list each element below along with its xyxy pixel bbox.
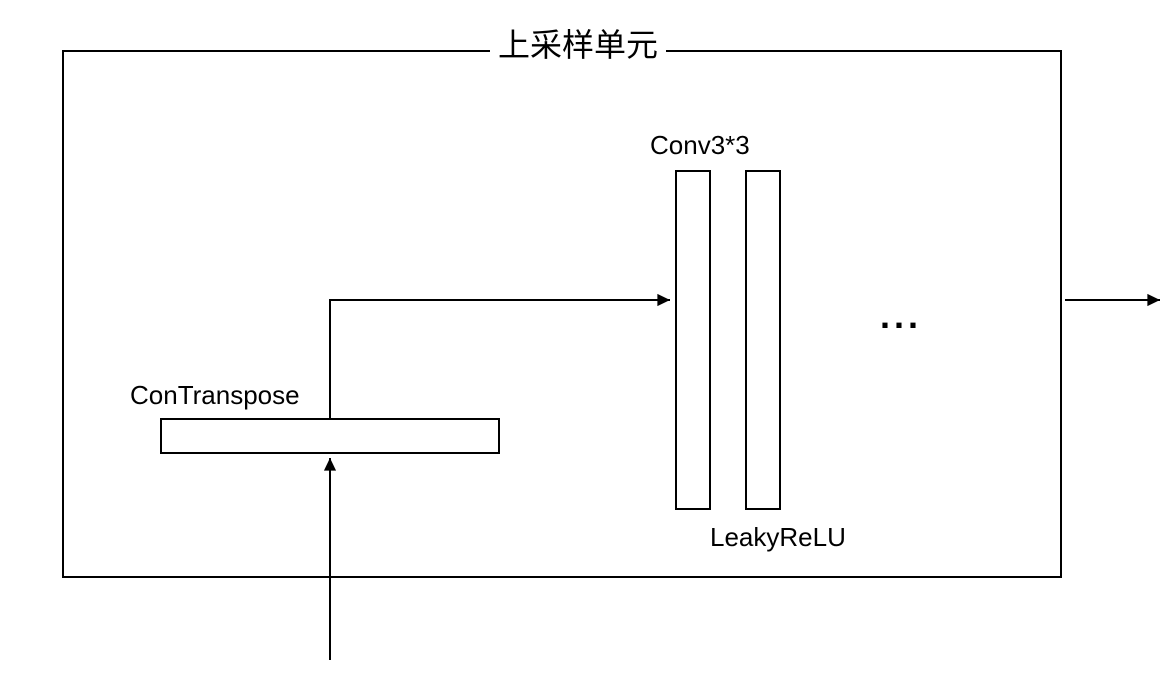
arrow-contranspose-to-conv — [330, 294, 670, 418]
arrows-layer — [0, 0, 1176, 673]
arrow-input — [324, 458, 336, 660]
arrow-output — [1065, 294, 1160, 306]
